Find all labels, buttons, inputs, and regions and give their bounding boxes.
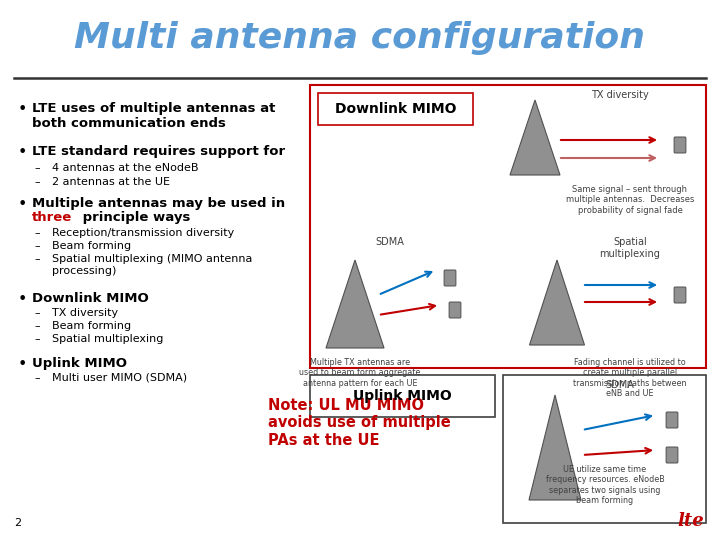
Text: –: –: [34, 308, 40, 318]
Text: –: –: [34, 373, 40, 383]
Text: Uplink MIMO: Uplink MIMO: [353, 389, 451, 403]
Text: 2: 2: [14, 518, 21, 528]
Text: Multiple TX antennas are
used to beam form aggregate
antenna pattern for each UE: Multiple TX antennas are used to beam fo…: [300, 358, 420, 388]
Text: Note: UL MU MIMO
avoids use of multiple
PAs at the UE: Note: UL MU MIMO avoids use of multiple …: [268, 398, 451, 448]
Text: •: •: [18, 357, 27, 372]
Text: 4 antennas at the eNodeB: 4 antennas at the eNodeB: [52, 163, 199, 173]
Text: •: •: [18, 292, 27, 307]
Text: Beam forming: Beam forming: [52, 321, 131, 331]
Text: •: •: [18, 102, 27, 117]
Polygon shape: [326, 260, 384, 348]
Text: Downlink MIMO: Downlink MIMO: [32, 292, 149, 305]
Text: Multi antenna configuration: Multi antenna configuration: [74, 21, 646, 55]
Text: –: –: [34, 228, 40, 238]
Text: –: –: [34, 321, 40, 331]
Text: •: •: [18, 197, 27, 212]
Text: LTE uses of multiple antennas at
both communication ends: LTE uses of multiple antennas at both co…: [32, 102, 275, 130]
Text: Beam forming: Beam forming: [52, 241, 131, 251]
FancyBboxPatch shape: [674, 137, 686, 153]
FancyBboxPatch shape: [310, 375, 495, 417]
Text: Multiple antennas may be used in: Multiple antennas may be used in: [32, 197, 285, 210]
Text: Fading channel is utilized to
create multiple parallel
transmission paths betwee: Fading channel is utilized to create mul…: [573, 358, 687, 398]
Polygon shape: [529, 395, 581, 500]
Polygon shape: [510, 100, 560, 175]
Text: lte: lte: [678, 512, 704, 530]
Text: TX diversity: TX diversity: [591, 90, 649, 100]
Text: SDMA: SDMA: [376, 237, 405, 247]
Polygon shape: [529, 260, 585, 345]
FancyBboxPatch shape: [310, 85, 706, 368]
Text: SDMA: SDMA: [606, 380, 634, 390]
Text: TX diversity: TX diversity: [52, 308, 118, 318]
Text: –: –: [34, 177, 40, 187]
Text: –: –: [34, 254, 40, 264]
FancyBboxPatch shape: [318, 93, 473, 125]
Text: Same signal – sent through
multiple antennas.  Decreases
probability of signal f: Same signal – sent through multiple ante…: [566, 185, 694, 215]
Text: –: –: [34, 241, 40, 251]
FancyBboxPatch shape: [666, 447, 678, 463]
Text: Spatial
multiplexing: Spatial multiplexing: [600, 237, 660, 259]
FancyBboxPatch shape: [666, 412, 678, 428]
Text: three: three: [32, 211, 72, 224]
Text: Uplink MIMO: Uplink MIMO: [32, 357, 127, 370]
Text: –: –: [34, 163, 40, 173]
Text: LTE standard requires support for: LTE standard requires support for: [32, 145, 285, 158]
Text: •: •: [18, 145, 27, 160]
Text: 2 antennas at the UE: 2 antennas at the UE: [52, 177, 170, 187]
Text: UE utilize same time
frequency resources. eNodeB
separates two signals using
bea: UE utilize same time frequency resources…: [546, 465, 665, 505]
FancyBboxPatch shape: [449, 302, 461, 318]
Text: principle ways: principle ways: [78, 211, 190, 224]
Text: Spatial multiplexing: Spatial multiplexing: [52, 334, 163, 344]
FancyBboxPatch shape: [674, 287, 686, 303]
Text: Reception/transmission diversity: Reception/transmission diversity: [52, 228, 234, 238]
Text: Downlink MIMO: Downlink MIMO: [335, 102, 456, 116]
FancyBboxPatch shape: [503, 375, 706, 523]
Text: –: –: [34, 334, 40, 344]
Text: Multi user MIMO (SDMA): Multi user MIMO (SDMA): [52, 373, 187, 383]
Text: Spatial multiplexing (MIMO antenna
processing): Spatial multiplexing (MIMO antenna proce…: [52, 254, 253, 275]
FancyBboxPatch shape: [444, 270, 456, 286]
